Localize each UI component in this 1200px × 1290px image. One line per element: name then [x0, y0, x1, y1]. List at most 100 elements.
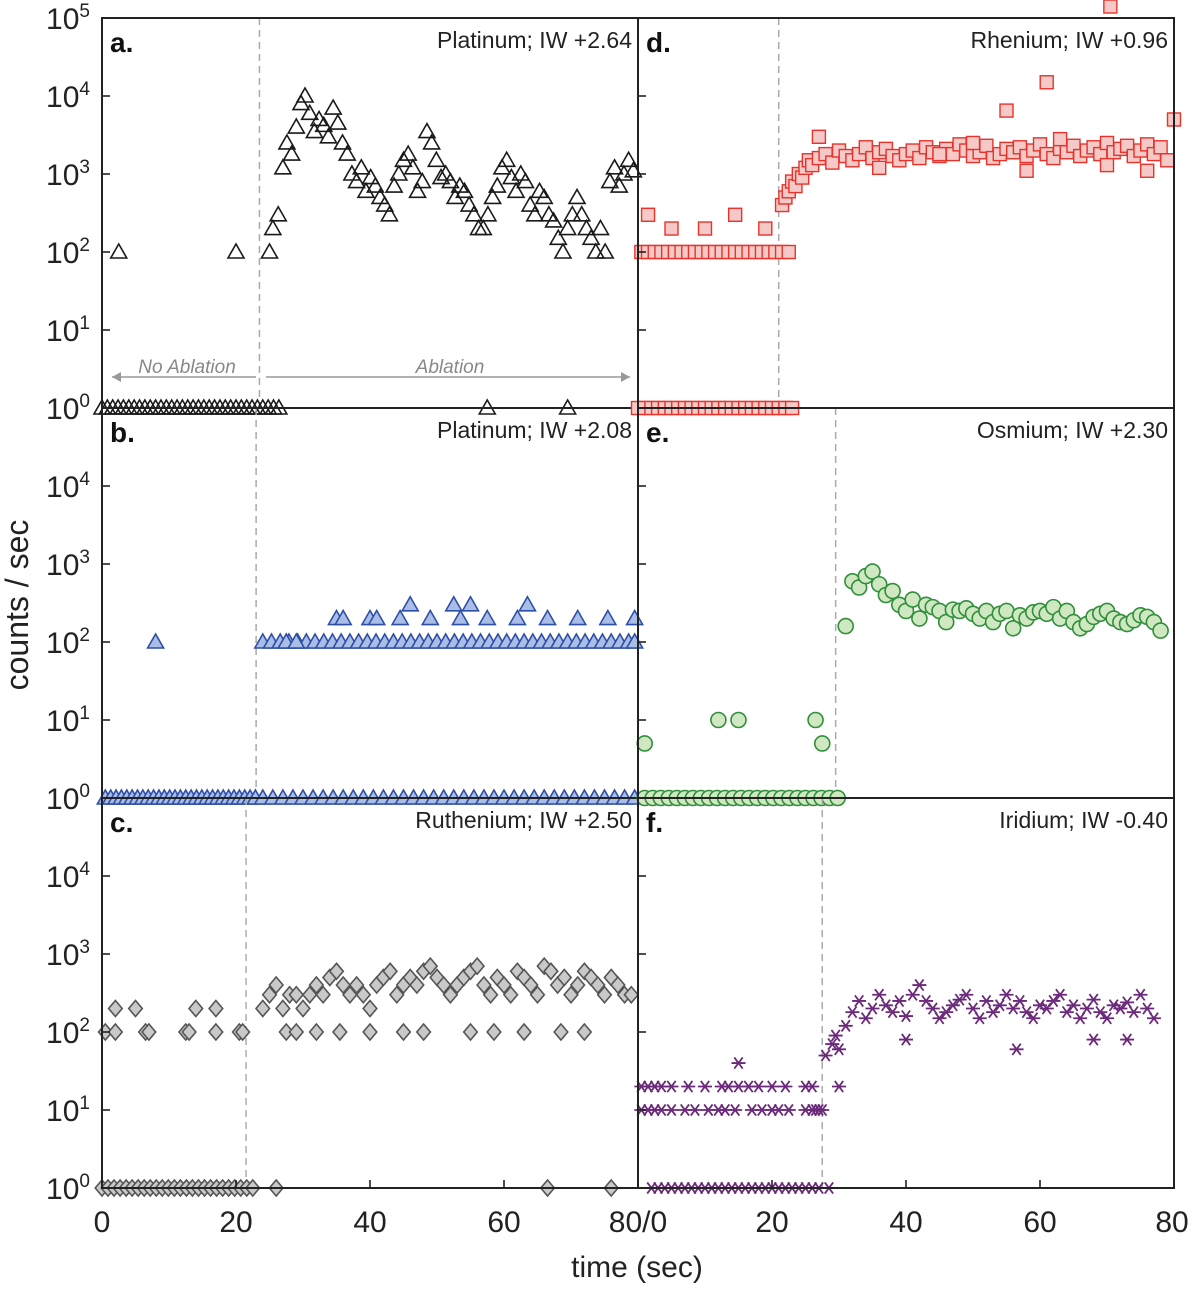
y-tick-label: 103	[46, 157, 90, 192]
panel-b-data-point	[598, 608, 618, 626]
panel-f-data-point	[878, 999, 893, 1012]
panel-c-data-point	[556, 968, 573, 987]
panel-a-data-point	[605, 158, 624, 175]
panel-f-data-point	[945, 999, 960, 1012]
panel-f-frame	[637, 797, 1175, 1189]
panel-b-data-point	[390, 608, 410, 626]
panel-e-data-point	[884, 582, 901, 600]
panel-c-data-point	[435, 975, 452, 995]
panel-a-data-point	[562, 205, 582, 222]
y-tick-label: 102	[46, 625, 90, 660]
panel-a-data-point	[273, 158, 293, 175]
ablation-arrowhead	[621, 372, 630, 382]
panel-d-letter: d.	[646, 27, 671, 58]
panel-b-data-point	[333, 608, 353, 626]
panel-c-data-point	[415, 1022, 432, 1042]
panel-a-data-point	[375, 195, 395, 212]
panel-f-data-point	[1140, 1002, 1155, 1015]
panel-b-letter: b.	[110, 417, 135, 448]
panel-f-data-point	[966, 1002, 980, 1015]
panel-a-data-point	[305, 121, 324, 139]
panel-f-data-point	[1086, 993, 1101, 1006]
panel-b-data-point	[367, 608, 387, 626]
y-tick-label: 103	[46, 937, 90, 972]
y-tick-label: 105	[46, 1, 90, 36]
panel-d-points	[630, 0, 1182, 416]
panel-a-data-point	[464, 205, 484, 222]
panel-f-data-point	[825, 1037, 840, 1051]
no-ablation-label: No Ablation	[138, 357, 236, 378]
panel-f-points	[634, 978, 1161, 1195]
panel-e-data-point	[1004, 619, 1022, 637]
panel-a-data-point	[544, 211, 563, 228]
panel-c-data-point	[234, 1022, 251, 1042]
panel-d-data-point	[999, 103, 1014, 118]
panel-c-data-point	[553, 1022, 569, 1042]
panel-c-data-point	[254, 999, 271, 1018]
panel-f-data-point	[815, 1103, 830, 1117]
panel-a-data-point	[314, 115, 334, 133]
panel-a-data-point	[380, 205, 399, 222]
panel-f-data-point	[1012, 994, 1027, 1008]
panel-f-data-point	[1086, 1033, 1101, 1046]
panel-e-title: Osmium; IW +2.30	[977, 417, 1168, 443]
panel-e-letter: e.	[646, 417, 669, 448]
panel-f-data-point	[728, 1103, 743, 1117]
panel-c-data-point	[569, 975, 586, 995]
panel-e-data-point	[807, 711, 824, 729]
panel-a-data-point	[337, 144, 357, 161]
panel-e-data-point	[730, 711, 747, 729]
panel-a-data-point	[408, 181, 427, 199]
panel-d-data-point	[1052, 131, 1068, 147]
y-tick-label: 102	[46, 1015, 90, 1050]
panel-a-data-point	[328, 113, 348, 130]
panel-a-data-point	[260, 242, 279, 259]
panel-a-data-point	[412, 171, 432, 189]
panel-a-letter: a.	[110, 27, 133, 58]
panel-c-data-point	[261, 985, 278, 1005]
panel-a-data-point	[572, 205, 592, 222]
y-tick-label: 101	[46, 313, 90, 348]
panel-a-data-point	[516, 171, 535, 189]
panel-e-data-point	[813, 735, 831, 752]
panel-f-data-point	[872, 988, 887, 1001]
panel-c-data-point	[328, 962, 345, 981]
panel-f-data-point	[781, 1103, 796, 1117]
panel-a-data-point	[609, 176, 629, 193]
panel-f-data-point	[1120, 1033, 1135, 1046]
panel-b-data-point	[518, 595, 537, 612]
panel-c-data-point	[295, 999, 311, 1018]
panel-e-points	[636, 563, 1169, 807]
x-tick-label-right-60: 60	[1023, 1206, 1056, 1239]
no-ablation-arrowhead	[112, 372, 121, 382]
panel-f-data-point	[1073, 1012, 1088, 1025]
panel-a-title: Platinum; IW +2.64	[437, 27, 632, 53]
y-tick-label: 101	[46, 703, 90, 738]
panel-f-data-point	[832, 1043, 846, 1056]
panel-a-data-point	[347, 171, 366, 189]
ablation-annotation: No Ablation Ablation	[112, 357, 630, 382]
panel-f-data-point	[939, 1005, 954, 1019]
panel-a-data-point	[282, 144, 301, 161]
panel-f-data-point	[865, 1002, 880, 1015]
panel-a-data-point	[478, 205, 498, 222]
panel-f-data-point	[899, 1033, 913, 1046]
panel-f-data-point	[818, 1049, 833, 1062]
panel-b-data-point	[286, 632, 306, 649]
panel-c-data-point	[141, 1022, 157, 1042]
panel-d-data-point	[1103, 0, 1118, 14]
panel-c-data-point	[315, 985, 331, 1005]
panel-f-data-point	[1046, 994, 1061, 1008]
x-tick-label-right-80: 80	[1155, 1206, 1188, 1239]
panel-a-data-point	[455, 181, 474, 199]
panel-c-data-point	[563, 985, 579, 1005]
panel-c-data-point	[362, 1022, 378, 1042]
panel-a: a. Platinum; IW +2.64	[92, 17, 643, 415]
panel-c-data-point	[529, 985, 546, 1005]
panel-e-data-point	[864, 563, 881, 580]
panel-b-data-point	[400, 595, 420, 612]
panel-a-data-point	[398, 144, 418, 161]
panel-c: c. Ruthenium; IW +2.50	[94, 797, 640, 1198]
panel-e-data-point	[636, 735, 654, 752]
panel-b-data-point	[146, 632, 165, 649]
